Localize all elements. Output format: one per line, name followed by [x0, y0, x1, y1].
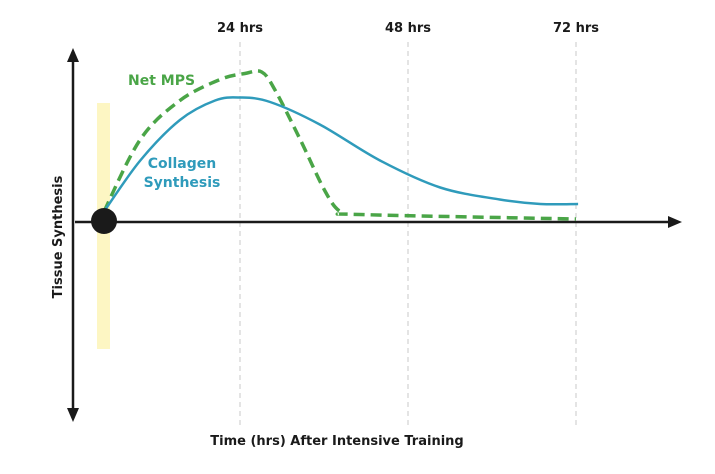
- series-line-collagen-synthesis: [102, 96, 579, 213]
- series-label-collagen-1: Collagen: [148, 156, 216, 172]
- x-tick-label: 48 hrs: [385, 21, 431, 36]
- y-axis-arrow-up: [67, 48, 79, 62]
- x-axis-arrow: [668, 216, 682, 228]
- x-tick-label: 24 hrs: [217, 21, 263, 36]
- series-line-net-mps: [102, 69, 577, 221]
- y-axis-arrow-down: [67, 408, 79, 422]
- series-label-collagen-2: Synthesis: [144, 175, 221, 191]
- start-marker: [91, 208, 117, 234]
- x-tick-label: 72 hrs: [553, 21, 599, 36]
- series-label-net-mps: Net MPS: [128, 73, 195, 89]
- y-axis-label: Tissue Synthesis: [51, 175, 66, 298]
- x-axis-label: Time (hrs) After Intensive Training: [210, 434, 463, 449]
